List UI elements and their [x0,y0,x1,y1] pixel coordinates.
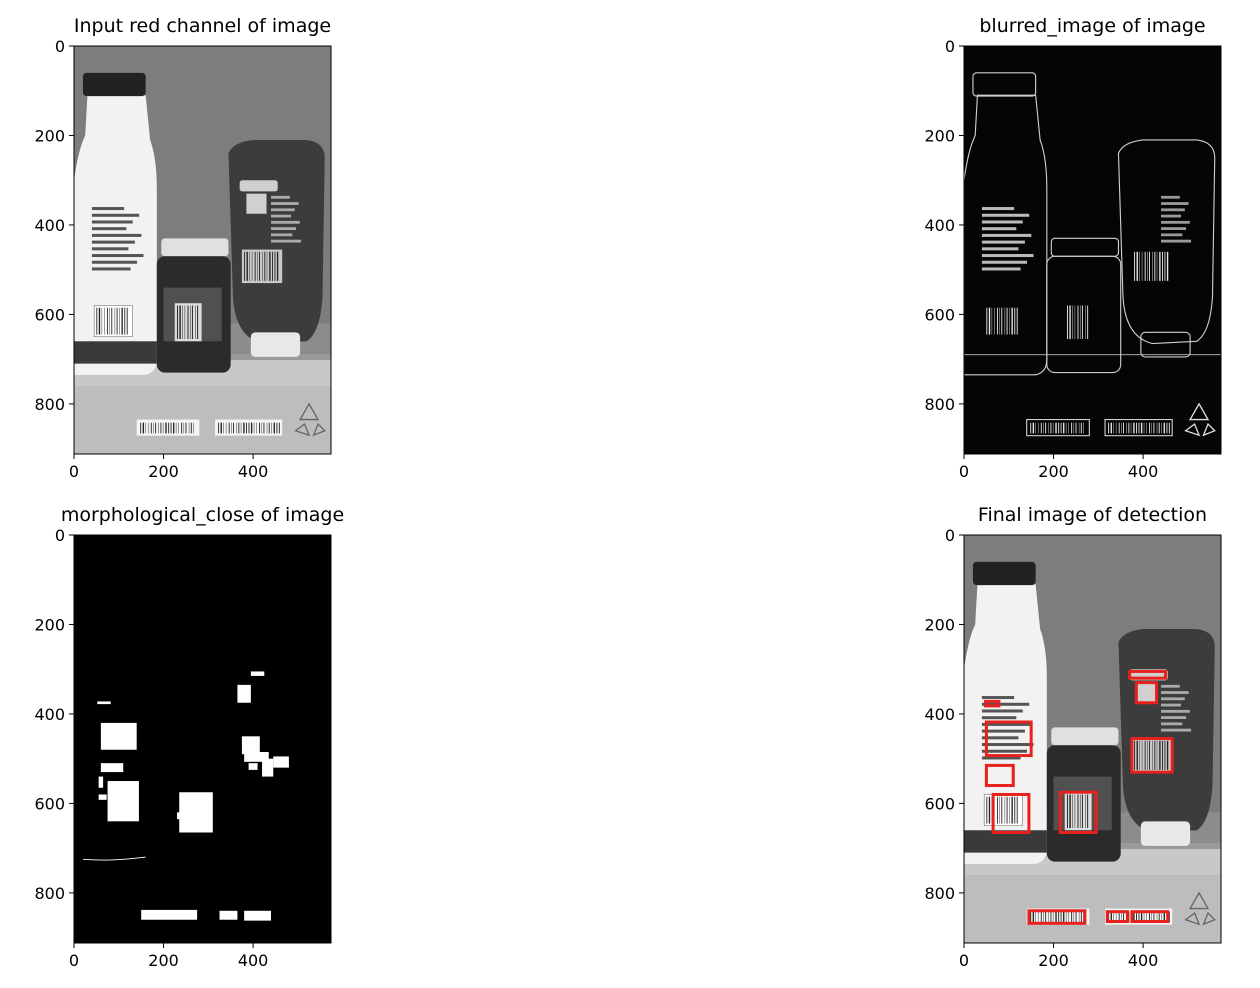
axis-ticks: 0 200 400 0 200 400 600 800 [34,37,268,481]
y-tick-label: 800 [924,884,955,903]
panel-image [964,46,1221,454]
axes-frame [73,534,332,944]
y-tick-label: 400 [34,216,65,235]
detection-box [1134,681,1159,705]
y-tick-label: 400 [34,705,65,724]
y-tick-label: 400 [924,705,955,724]
y-tick-label: 600 [34,305,65,324]
x-tick-label: 0 [69,462,79,481]
axis-ticks: 0 200 400 0 200 400 600 800 [924,526,1158,970]
panel-title: Input red channel of image [74,15,331,37]
detection-box [983,699,1001,708]
detection-box [1058,790,1098,834]
image-content [74,46,331,454]
x-tick-label: 400 [238,462,269,481]
axes-frame [963,45,1222,455]
x-tick-label: 400 [238,951,269,970]
x-tick-label: 400 [1128,462,1159,481]
x-tick-label: 400 [1128,951,1159,970]
image-content [964,46,1221,454]
y-tick-label: 600 [34,794,65,813]
panel-title: blurred_image of image [979,15,1205,37]
axes-frame [963,534,1222,944]
panel-image [74,46,331,454]
y-tick-label: 200 [34,615,65,634]
panel-title: morphological_close of image [61,504,344,526]
y-tick-label: 400 [924,216,955,235]
panel-title: Final image of detection [978,504,1207,526]
x-tick-label: 0 [959,951,969,970]
panel-image [964,535,1221,943]
y-tick-label: 600 [924,305,955,324]
x-tick-label: 0 [959,462,969,481]
axis-ticks: 0 200 400 0 200 400 600 800 [34,526,268,970]
detection-box [1027,909,1087,925]
x-tick-label: 0 [69,951,79,970]
detection-box [984,763,1015,788]
detection-box [991,792,1031,834]
panel-final-detection: Final image of detection 0 200 400 0 200 400 6… [924,504,1222,970]
panel-blurred-image: blurred_image of image 0 200 400 0 200 400 600… [924,15,1222,481]
y-tick-label: 0 [945,526,955,545]
y-tick-label: 800 [34,884,65,903]
y-tick-label: 600 [924,794,955,813]
y-tick-label: 800 [34,395,65,414]
axes-frame [73,45,332,455]
x-tick-label: 200 [148,951,179,970]
axis-ticks: 0 200 400 0 200 400 600 800 [924,37,1158,481]
y-tick-label: 0 [55,37,65,56]
y-tick-label: 200 [34,126,65,145]
panel-input-red-channel: Input red channel of image 0 200 400 0 200 40… [34,15,332,481]
y-tick-label: 0 [55,526,65,545]
detection-box [1105,910,1129,924]
x-tick-label: 200 [148,462,179,481]
detection-box [1130,737,1174,774]
y-tick-label: 200 [924,126,955,145]
y-tick-label: 800 [924,395,955,414]
y-tick-label: 200 [924,615,955,634]
x-tick-label: 200 [1038,951,1069,970]
y-tick-label: 0 [945,37,955,56]
panel-morphological-close: morphological_close of image 0 200 400 0 200… [34,504,344,970]
detection-box [984,720,1033,758]
detection-box [1128,669,1167,680]
detection-box [1130,910,1170,924]
image-content [964,535,1221,943]
image-content [74,535,331,943]
panel-image [74,535,331,943]
x-tick-label: 200 [1038,462,1069,481]
